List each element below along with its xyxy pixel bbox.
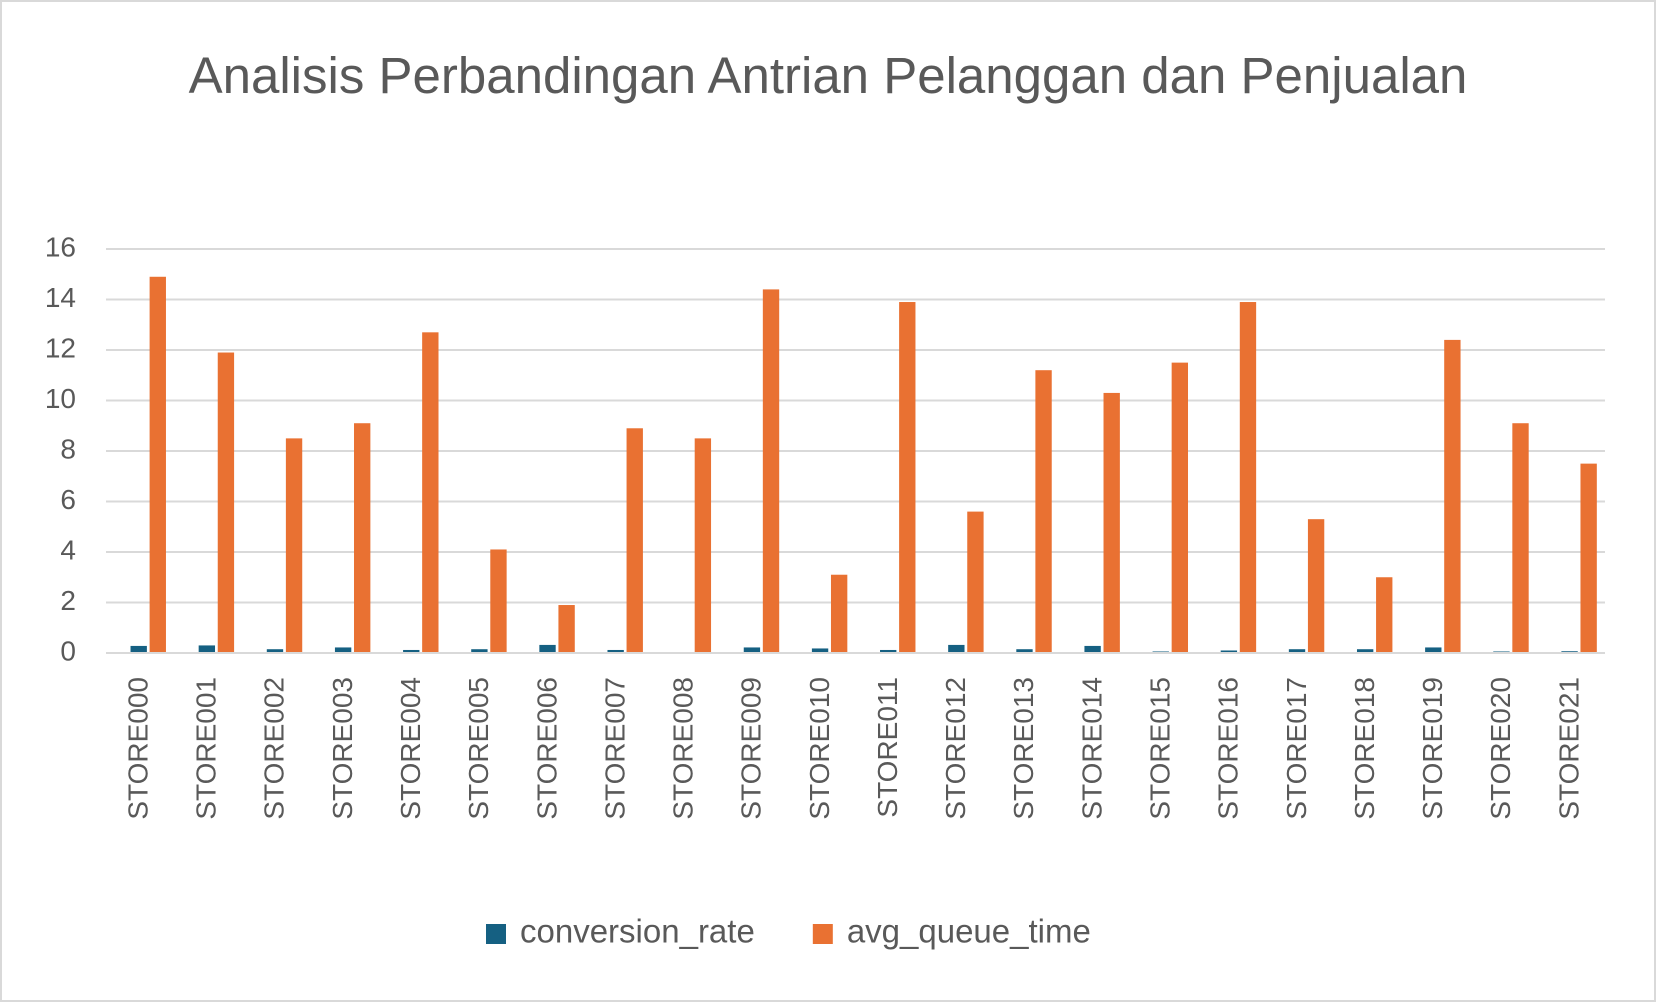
bar [217, 352, 235, 653]
bar [1084, 645, 1101, 653]
bar [830, 574, 848, 653]
x-tick-label: STORE015 [1145, 677, 1176, 820]
bar [539, 644, 556, 653]
bar [1035, 370, 1052, 653]
bar [1103, 392, 1120, 653]
y-tick-label: 12 [45, 332, 76, 363]
bar [743, 647, 761, 653]
x-tick-label: STORE006 [531, 677, 562, 820]
bar [198, 645, 216, 653]
bar [811, 648, 829, 653]
bar [334, 647, 352, 653]
x-tick-label: STORE000 [122, 677, 153, 820]
bar [1220, 650, 1238, 653]
x-tick-label: STORE013 [1008, 677, 1039, 820]
bar [626, 428, 643, 653]
bar [1171, 362, 1189, 653]
x-tick-label: STORE017 [1281, 677, 1312, 820]
bar [1425, 647, 1442, 653]
bar [762, 289, 780, 653]
bar [1444, 339, 1461, 653]
y-tick-label: 8 [60, 433, 76, 464]
x-tick-label: STORE019 [1417, 677, 1448, 820]
bar [967, 511, 984, 653]
x-tick-label: STORE018 [1349, 677, 1380, 820]
bar [1356, 649, 1374, 653]
y-tick-label: 4 [60, 534, 76, 565]
x-tick-label: STORE003 [327, 677, 358, 820]
bar [130, 645, 147, 653]
legend-marker [812, 924, 833, 944]
x-tick-label: STORE007 [599, 677, 630, 820]
bar [1239, 302, 1257, 653]
bar [694, 438, 712, 653]
x-tick-label: STORE009 [736, 677, 767, 820]
x-tick-label: STORE008 [668, 677, 699, 820]
bar [880, 649, 897, 653]
x-tick-label: STORE014 [1076, 677, 1107, 820]
bar [266, 649, 284, 653]
y-tick-label: 10 [45, 383, 76, 414]
x-tick-label: STORE020 [1485, 677, 1516, 820]
bar [422, 332, 439, 653]
x-tick-label: STORE002 [259, 677, 290, 820]
bar [1580, 463, 1597, 653]
bar [899, 302, 916, 653]
bar [285, 438, 303, 653]
bar [607, 649, 624, 653]
bar [354, 423, 371, 653]
y-tick-label: 2 [60, 585, 76, 616]
bar [149, 276, 166, 653]
y-tick-label: 0 [60, 635, 76, 666]
bar [1016, 649, 1033, 653]
x-tick-label: STORE005 [463, 677, 494, 820]
bar [403, 649, 420, 653]
x-tick-label: STORE001 [191, 677, 222, 820]
bar [1307, 519, 1325, 653]
bar [558, 605, 575, 653]
x-tick-label: STORE004 [395, 677, 426, 820]
x-tick-label: STORE011 [872, 677, 903, 818]
y-tick-label: 16 [45, 231, 76, 262]
x-tick-label: STORE016 [1213, 677, 1244, 820]
legend-label: conversion_rate [520, 913, 755, 950]
bar [1512, 423, 1529, 653]
y-tick-label: 6 [60, 484, 76, 515]
x-tick-label: STORE021 [1553, 677, 1584, 820]
legend-marker [486, 924, 506, 944]
bar [471, 649, 488, 653]
bar [1288, 649, 1306, 653]
chart-title: Analisis Perbandingan Antrian Pelanggan … [188, 47, 1468, 104]
y-tick-label: 14 [45, 282, 76, 313]
bar [1376, 577, 1393, 653]
bar [490, 549, 507, 653]
x-tick-label: STORE012 [940, 677, 971, 820]
legend-label: avg_queue_time [847, 913, 1091, 950]
bar [948, 644, 965, 653]
x-tick-label: STORE010 [804, 677, 835, 820]
